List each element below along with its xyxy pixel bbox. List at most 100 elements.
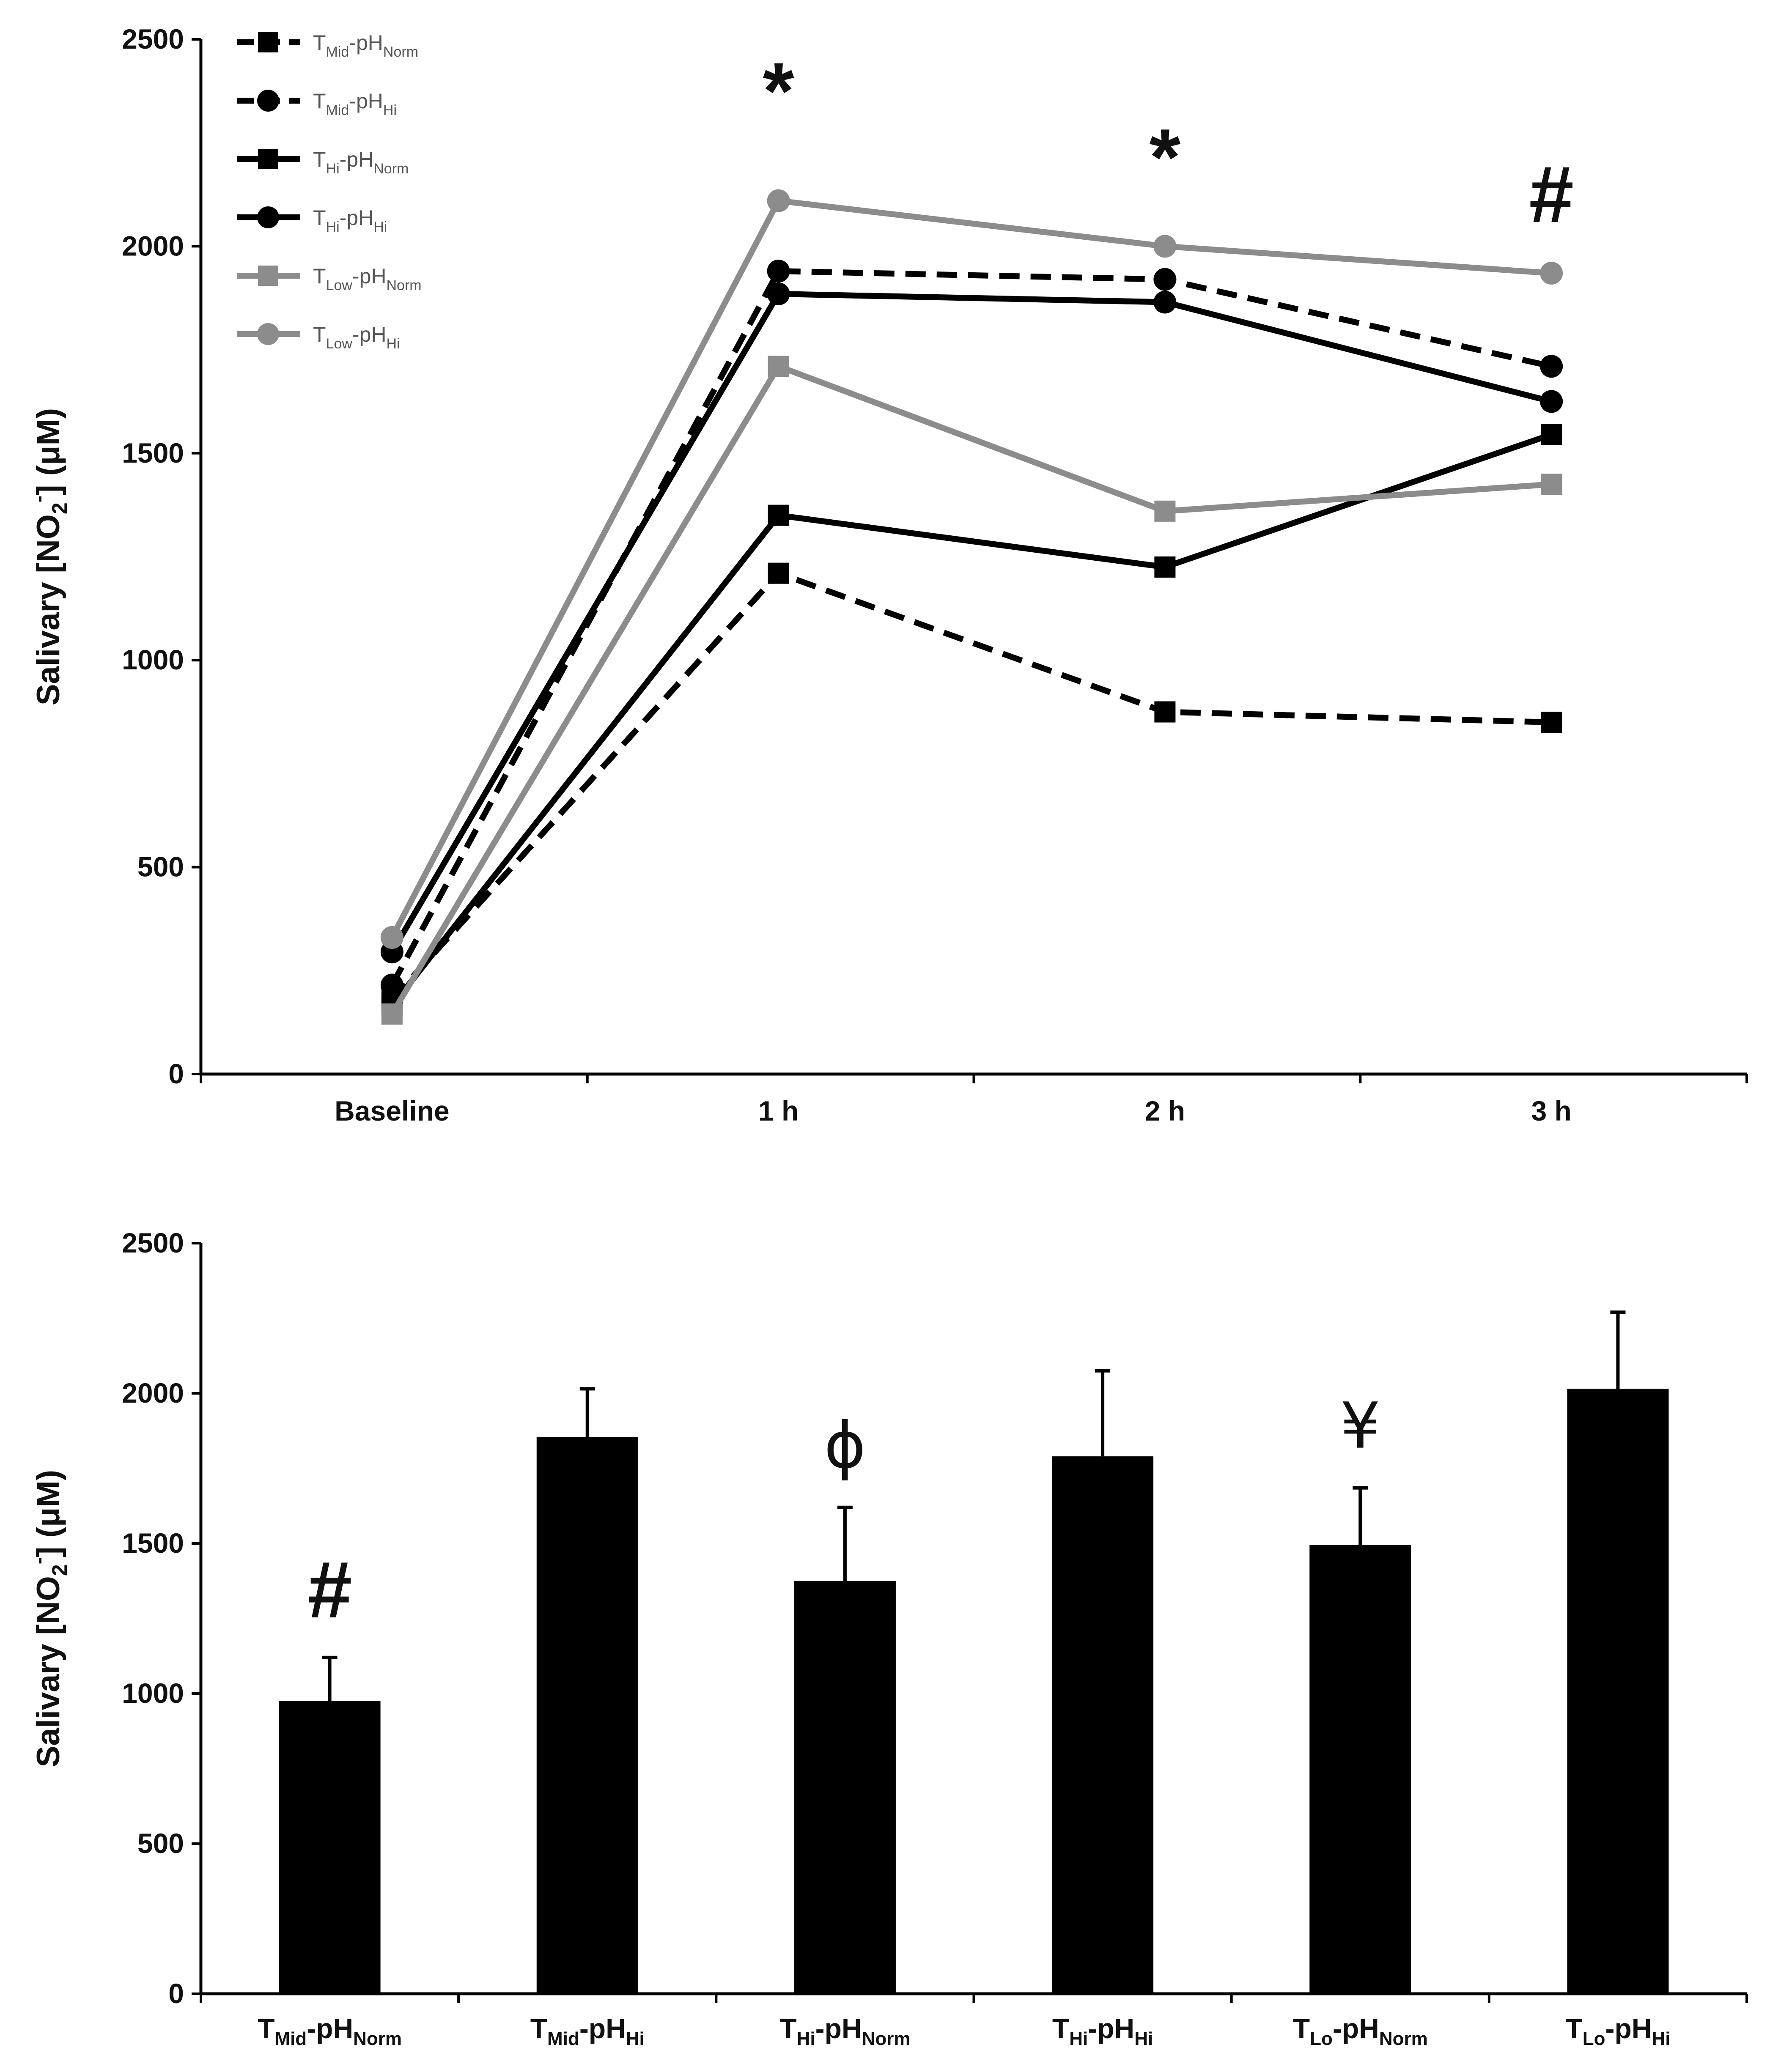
series-line [389, 291, 1552, 954]
legend-label: THi-pHNorm [313, 148, 409, 177]
legend-item: TMid-pHNorm [237, 31, 418, 60]
legend-item: THi-pHHi [237, 206, 387, 235]
y-tick-label: 0 [168, 1058, 184, 1089]
legend-label: TLow-pHNorm [313, 264, 422, 293]
legend-label: TMid-pHNorm [313, 31, 418, 60]
data-point-square [768, 504, 789, 526]
bar-chart-y-axis-title: Salivary [NO2-] (μM) [27, 1470, 71, 1767]
bar [1567, 1389, 1669, 1994]
significance-marker: # [1529, 150, 1574, 239]
legend-marker-circle [257, 323, 279, 345]
data-point-circle [1540, 355, 1563, 378]
legend-item: TLow-pHHi [237, 323, 400, 352]
data-point-square [381, 1003, 403, 1025]
data-point-circle [1153, 268, 1177, 291]
y-tick-label: 1000 [122, 644, 184, 675]
data-point-square [1154, 556, 1176, 578]
x-category-label: THi-pHNorm [779, 2013, 910, 2049]
series-line [389, 197, 1552, 939]
x-tick-label: Baseline [335, 1095, 449, 1126]
line-chart-series-group [380, 189, 1563, 1025]
y-tick-label: 0 [168, 1978, 184, 2009]
series-TLow-pHHi [380, 189, 1563, 949]
y-tick-label: 2000 [122, 230, 184, 261]
x-category-label: TMid-pHHi [530, 2013, 645, 2049]
legend-label: TLow-pHHi [313, 323, 400, 352]
significance-marker: * [763, 46, 794, 136]
legend-item: TLow-pHNorm [237, 264, 422, 293]
data-point-circle [767, 189, 790, 212]
series-line [389, 363, 1552, 1016]
bar-chart-x-labels: TMid-pHNorm TMid-pHHi THi-pHNorm THi-pHHi TL… [258, 2013, 1670, 2049]
x-category-label: TLo-pHHi [1565, 2013, 1670, 2049]
line-chart: 0 500 1000 1500 2000 2500 Baseline 1 h 2 h 3 h S… [27, 23, 1748, 1126]
series-TLow-pHNorm [381, 356, 1562, 1025]
x-category-label: TLo-pHNorm [1293, 2013, 1428, 2049]
series-TMid-pHHi [380, 260, 1563, 997]
legend-marker-circle [257, 90, 279, 112]
line-chart-x-ticks: Baseline 1 h 2 h 3 h [200, 1074, 1748, 1126]
line-chart-legend: TMid-pHNorm TMid-pHHi THi-pHNorm THi-pHHi TL… [237, 31, 422, 352]
data-point-square [1541, 424, 1562, 445]
data-point-circle [1153, 235, 1177, 258]
legend-item: THi-pHNorm [237, 148, 409, 177]
legend-item: TMid-pHHi [237, 89, 397, 118]
series-THi-pHHi [380, 282, 1563, 964]
data-point-square [768, 356, 789, 377]
data-point-circle [767, 282, 790, 305]
y-tick-label: 2500 [122, 1227, 184, 1258]
x-category-label: TMid-pHNorm [258, 2013, 402, 2049]
significance-marker: ϕ [824, 1409, 866, 1483]
bar [279, 1701, 381, 1994]
series-line [389, 268, 1552, 987]
bar-chart-annotations: # ϕ ¥ [307, 1390, 1380, 1635]
y-tick-label: 1000 [122, 1677, 184, 1709]
legend-label: THi-pHHi [313, 206, 387, 235]
y-tick-label: 1500 [122, 437, 184, 469]
data-point-circle [380, 973, 403, 997]
series-line [390, 570, 1552, 1002]
line-chart-y-axis-title: Salivary [NO2-] (μM) [27, 408, 71, 705]
data-point-circle [767, 260, 790, 283]
data-point-square [768, 562, 789, 584]
series-THi-pHNorm [381, 424, 1562, 1017]
significance-marker: ¥ [1340, 1390, 1380, 1463]
bar-chart-axes [199, 1243, 1748, 2003]
y-tick-label: 500 [137, 1828, 184, 1859]
y-tick-label: 1500 [122, 1527, 184, 1559]
legend-label: TMid-pHHi [313, 89, 397, 118]
data-point-circle [1153, 291, 1177, 314]
legend-marker-square [258, 32, 278, 52]
line-chart-annotations: * * # [763, 46, 1574, 239]
x-category-label: THi-pHHi [1052, 2013, 1153, 2049]
data-point-square [1541, 712, 1562, 733]
data-point-circle [1540, 390, 1563, 413]
y-tick-label: 2500 [122, 23, 184, 55]
series-line [390, 432, 1553, 1008]
significance-marker: # [307, 1545, 352, 1635]
y-tick-label: 2000 [122, 1377, 184, 1409]
data-point-square [1154, 500, 1176, 522]
data-point-square [1154, 701, 1176, 723]
bar-chart: 0 500 1000 1500 2000 2500 Salivary [NO2-] (μM… [27, 1227, 1748, 2049]
bar [1052, 1456, 1154, 1994]
bar [536, 1436, 638, 1994]
bar-chart-error-bars [322, 1310, 1626, 1701]
data-point-square [1541, 474, 1562, 495]
legend-marker-square [258, 149, 278, 169]
line-chart-y-ticks: 0 500 1000 1500 2000 2500 [122, 23, 201, 1089]
bar-chart-y-ticks: 0 500 1000 1500 2000 2500 [122, 1227, 201, 2009]
x-tick-label: 3 h [1531, 1095, 1571, 1126]
bar-chart-bars [279, 1389, 1669, 1994]
data-point-circle [1540, 262, 1563, 285]
legend-marker-circle [257, 206, 279, 228]
bar [794, 1581, 896, 1994]
significance-marker: * [1149, 112, 1180, 202]
data-point-circle [380, 926, 403, 949]
legend-marker-square [258, 266, 278, 286]
bar [1309, 1545, 1411, 1994]
y-tick-label: 500 [137, 851, 184, 883]
x-tick-label: 1 h [758, 1095, 799, 1126]
x-tick-label: 2 h [1145, 1095, 1185, 1126]
